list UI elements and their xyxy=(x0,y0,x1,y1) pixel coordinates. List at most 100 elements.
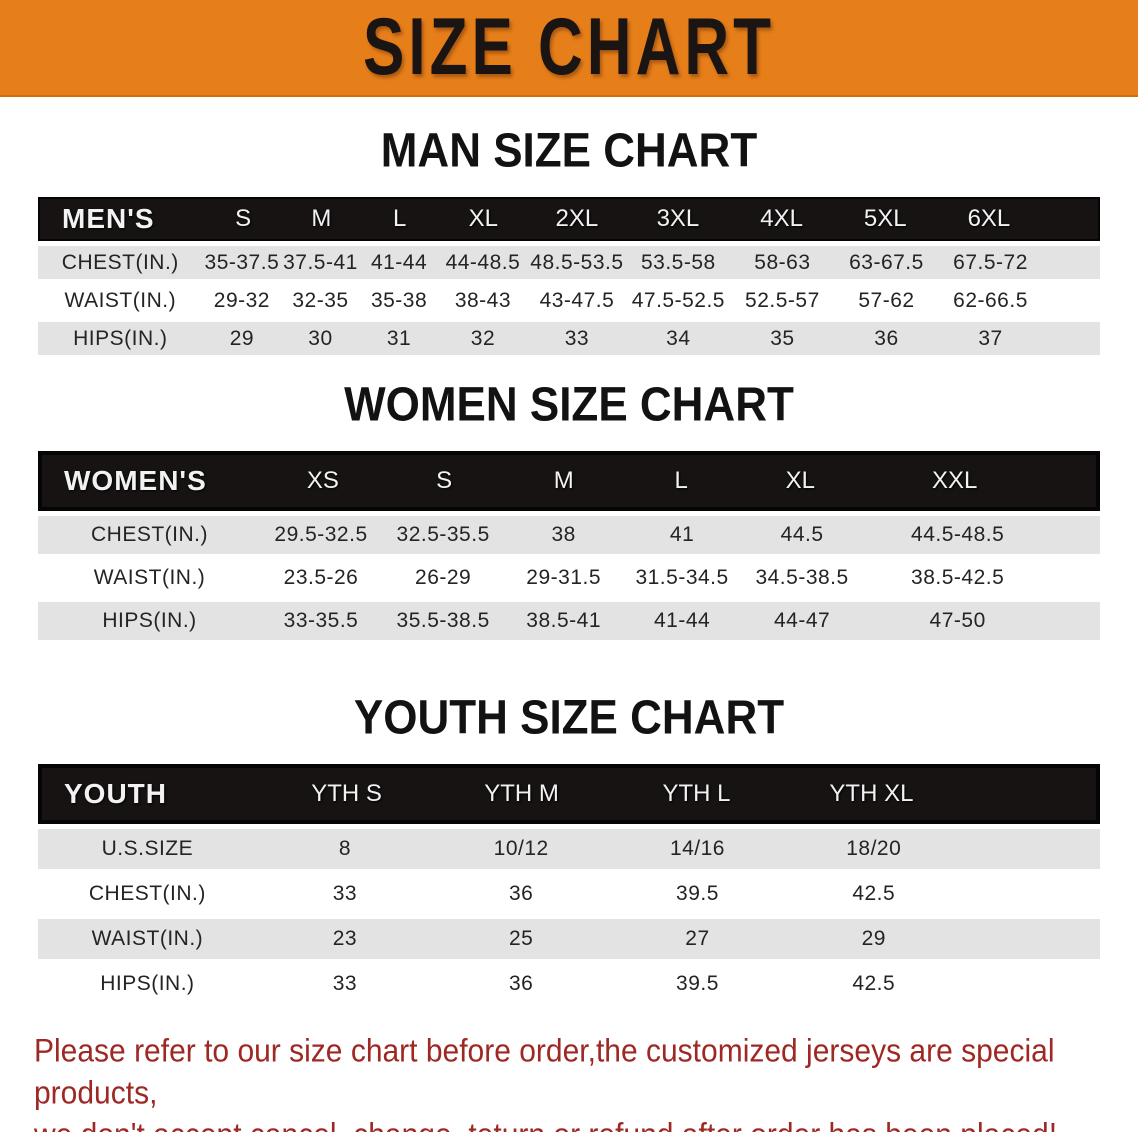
row-label: CHEST(IN.) xyxy=(61,250,179,274)
table-cell: 36 xyxy=(874,326,899,350)
mens-size-header: XL xyxy=(468,205,498,232)
table-cell: 58-63 xyxy=(754,250,811,274)
table-cell: 27 xyxy=(685,927,710,950)
table-cell: 14/16 xyxy=(669,837,725,860)
table-cell: 26-29 xyxy=(415,566,472,589)
table-cell: 38.5-42.5 xyxy=(911,566,1005,589)
womens-corner-label: WOMEN'S xyxy=(64,465,207,496)
youth-hips-row: HIPS(IN.) 33 36 39.5 42.5 xyxy=(38,964,1100,1004)
table-cell: 23.5-26 xyxy=(283,566,359,589)
table-cell: 44.5-48.5 xyxy=(911,523,1005,546)
youth-waist-row: WAIST(IN.) 23 25 27 29 xyxy=(38,919,1100,959)
table-cell: 35-38 xyxy=(370,288,428,312)
row-label: CHEST(IN.) xyxy=(88,882,206,905)
mens-size-header: 4XL xyxy=(760,205,803,232)
mens-size-header: 2XL xyxy=(555,205,599,232)
header-filler xyxy=(1050,455,1096,507)
youth-chest-row: CHEST(IN.) 33 36 39.5 42.5 xyxy=(38,874,1100,914)
table-cell: 18/20 xyxy=(846,837,902,860)
table-cell: 23 xyxy=(332,927,358,950)
table-cell: 10/12 xyxy=(493,837,549,860)
mens-hips-row: HIPS(IN.) 29 30 31 32 33 34 35 36 37 xyxy=(38,322,1100,355)
table-cell: 42.5 xyxy=(852,882,896,905)
table-cell: 33 xyxy=(564,326,590,350)
table-cell: 47-50 xyxy=(929,609,986,632)
womens-size-header: XL xyxy=(785,467,815,494)
table-cell: 35.5-38.5 xyxy=(396,609,490,632)
table-cell: 53.5-58 xyxy=(640,250,716,274)
womens-hips-row: HIPS(IN.) 33-35.5 35.5-38.5 38.5-41 41-4… xyxy=(38,602,1100,640)
header-filler xyxy=(1041,199,1098,239)
header-filler xyxy=(959,768,1096,820)
row-label: WAIST(IN.) xyxy=(64,288,177,312)
mens-size-header: S xyxy=(235,205,252,232)
table-cell: 38.5-41 xyxy=(526,609,602,632)
womens-size-header: S xyxy=(436,467,453,494)
row-label: HIPS(IN.) xyxy=(100,972,195,995)
table-cell: 35 xyxy=(770,326,795,350)
table-cell: 33-35.5 xyxy=(283,609,359,632)
table-cell: 34 xyxy=(666,326,691,350)
mens-size-header: 6XL xyxy=(967,205,1011,232)
cell-filler xyxy=(1043,284,1100,317)
table-cell: 38-43 xyxy=(454,288,512,312)
table-cell: 41 xyxy=(669,523,695,546)
youth-size-header: YTH L xyxy=(662,780,731,807)
table-cell: 41-44 xyxy=(370,250,428,274)
row-label: WAIST(IN.) xyxy=(91,927,204,950)
youth-size-header: YTH XL xyxy=(829,780,914,807)
table-cell: 48.5-53.5 xyxy=(530,250,624,274)
table-cell: 47.5-52.5 xyxy=(631,288,725,312)
cell-filler xyxy=(962,964,1100,1004)
cell-filler xyxy=(1053,602,1100,640)
table-cell: 43-47.5 xyxy=(539,288,615,312)
mens-size-header: L xyxy=(393,205,407,232)
disclaimer-line-1: Please refer to our size chart before or… xyxy=(34,1033,1055,1111)
youth-size-header: YTH S xyxy=(311,780,382,807)
table-cell: 33 xyxy=(332,972,358,995)
disclaimer-line-2: we don't accept cancel, change, teturn o… xyxy=(34,1114,1104,1132)
table-cell: 36 xyxy=(509,882,534,905)
table-cell: 37.5-41 xyxy=(283,250,358,274)
table-cell: 33 xyxy=(332,882,358,905)
mens-size-table: MEN'S S M L XL 2XL 3XL 4XL 5XL 6XL CHEST… xyxy=(38,197,1100,355)
mens-section-heading: MAN SIZE CHART xyxy=(380,123,758,178)
table-cell: 29 xyxy=(229,326,255,350)
youth-ussize-row: U.S.SIZE 8 10/12 14/16 18/20 xyxy=(38,829,1100,869)
mens-waist-row: WAIST(IN.) 29-32 32-35 35-38 38-43 43-47… xyxy=(38,284,1100,317)
disclaimer-text: Please refer to our size chart before or… xyxy=(0,1030,1138,1132)
womens-size-header: M xyxy=(553,467,574,494)
table-cell: 25 xyxy=(509,927,534,950)
cell-filler xyxy=(1043,322,1100,355)
womens-size-header: L xyxy=(674,467,688,494)
table-cell: 39.5 xyxy=(676,882,719,905)
youth-corner-label: YOUTH xyxy=(64,778,167,809)
banner-title: SIZE CHART xyxy=(363,2,775,93)
mens-table-header-row: MEN'S S M L XL 2XL 3XL 4XL 5XL 6XL xyxy=(38,197,1100,241)
cell-filler xyxy=(962,874,1100,914)
table-cell: 32-35 xyxy=(292,288,349,312)
youth-size-header: YTH M xyxy=(484,780,559,807)
table-cell: 57-62 xyxy=(858,288,915,312)
table-cell: 38 xyxy=(551,523,576,546)
table-cell: 31.5-34.5 xyxy=(635,566,729,589)
cell-filler xyxy=(1043,246,1100,279)
table-cell: 29.5-32.5 xyxy=(274,523,368,546)
youth-section-heading: YOUTH SIZE CHART xyxy=(353,690,785,745)
row-label: U.S.SIZE xyxy=(101,837,194,860)
size-chart-banner: SIZE CHART xyxy=(0,0,1138,97)
table-cell: 41-44 xyxy=(653,609,711,632)
row-label: HIPS(IN.) xyxy=(73,326,168,350)
table-cell: 63-67.5 xyxy=(849,250,924,274)
mens-size-header: 5XL xyxy=(863,205,907,232)
table-cell: 35-37.5 xyxy=(204,250,280,274)
table-cell: 8 xyxy=(338,837,351,860)
row-label: HIPS(IN.) xyxy=(102,609,197,632)
table-cell: 44-47 xyxy=(773,609,831,632)
womens-size-header: XXL xyxy=(932,467,978,494)
table-cell: 29 xyxy=(861,927,886,950)
mens-size-header: 3XL xyxy=(656,205,700,232)
table-cell: 31 xyxy=(386,326,412,350)
table-cell: 30 xyxy=(308,326,333,350)
table-cell: 39.5 xyxy=(676,972,719,995)
